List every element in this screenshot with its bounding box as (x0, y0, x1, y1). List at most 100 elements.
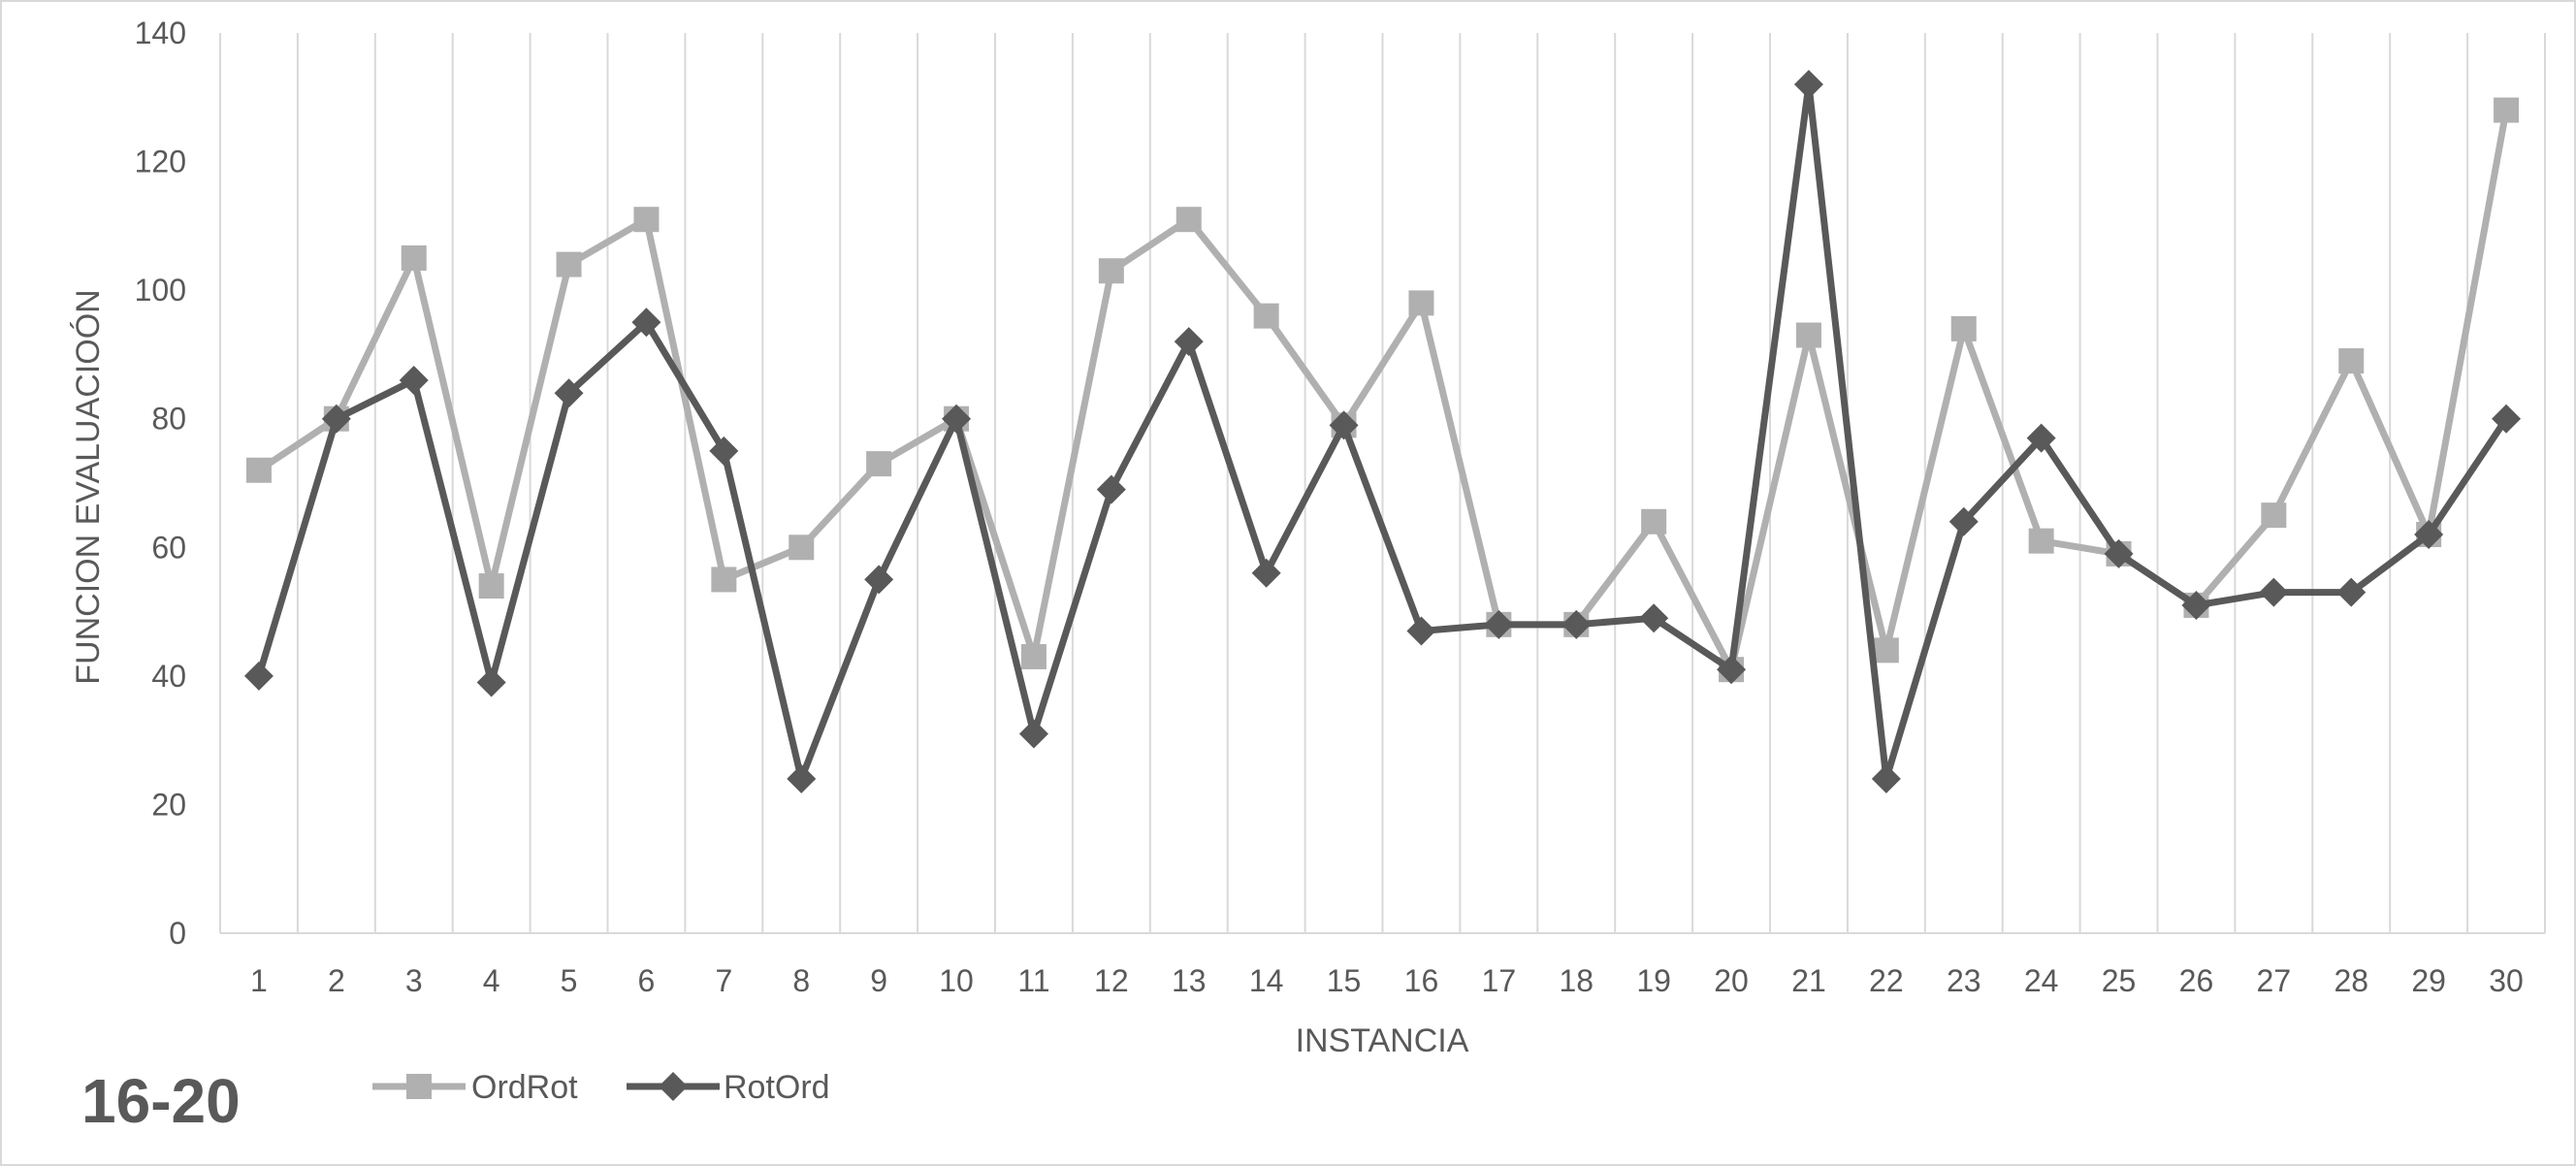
point-ordrot (1950, 315, 1977, 341)
point-ordrot (245, 457, 272, 483)
y-tick-label: 140 (135, 16, 186, 50)
x-tick-label: 21 (1791, 963, 1826, 998)
x-tick-label: 5 (561, 963, 578, 998)
x-tick-label: 6 (638, 963, 656, 998)
x-tick-label: 23 (1947, 963, 1981, 998)
y-tick-label: 40 (151, 659, 186, 694)
point-rotord (1174, 327, 1204, 357)
point-ordrot (2494, 97, 2520, 123)
x-tick-label: 13 (1172, 963, 1207, 998)
series (243, 70, 2522, 794)
x-tick-label: 18 (1559, 963, 1594, 998)
corner-label: 16-20 (81, 1066, 241, 1136)
y-tick-label: 80 (151, 402, 186, 437)
legend: OrdRot RotOrd (372, 1069, 830, 1106)
point-rotord (1639, 603, 1669, 633)
point-ordrot (1175, 207, 1202, 233)
point-rotord (2104, 538, 2134, 568)
x-tick-label: 25 (2102, 963, 2137, 998)
x-tick-label: 30 (2489, 963, 2524, 998)
y-tick-label: 120 (135, 145, 186, 179)
point-rotord (787, 763, 817, 794)
point-rotord (1717, 655, 1747, 685)
legend-rotord-marker (659, 1072, 688, 1101)
point-ordrot (1020, 643, 1046, 669)
point-rotord (2414, 520, 2444, 550)
point-rotord (1562, 609, 1592, 639)
point-rotord (2181, 590, 2211, 620)
point-rotord (942, 404, 972, 434)
point-ordrot (2261, 502, 2287, 529)
x-tick-label: 26 (2179, 963, 2214, 998)
point-ordrot (866, 451, 892, 477)
point-rotord (1871, 763, 1901, 794)
x-tick-label: 11 (1017, 963, 1049, 998)
point-rotord (2259, 577, 2289, 607)
point-rotord (321, 404, 351, 434)
legend-ordrot-label: OrdRot (471, 1069, 578, 1106)
x-tick-label: 4 (483, 963, 500, 998)
point-ordrot (1873, 637, 1899, 664)
x-tick-label: 7 (715, 963, 732, 998)
point-ordrot (1253, 303, 1279, 329)
point-rotord (243, 661, 274, 691)
legend-item-rotord: RotOrd (627, 1069, 830, 1106)
point-rotord (554, 378, 584, 408)
y-tick-labels: 0 20 40 60 80 100 120 140 (135, 16, 186, 951)
point-rotord (1251, 558, 1281, 588)
point-ordrot (1641, 508, 1667, 534)
x-tick-label: 10 (939, 963, 974, 998)
point-ordrot (1408, 290, 1434, 316)
point-rotord (1948, 506, 1979, 536)
point-rotord (1484, 609, 1514, 639)
point-rotord (864, 565, 894, 595)
y-tick-label: 100 (135, 273, 186, 308)
y-tick-label: 0 (169, 916, 186, 951)
x-tick-label: 17 (1482, 963, 1517, 998)
point-ordrot (556, 251, 582, 277)
x-tick-label: 8 (792, 963, 810, 998)
x-tick-label: 3 (405, 963, 423, 998)
x-tick-label: 27 (2257, 963, 2292, 998)
x-tick-label: 2 (328, 963, 345, 998)
point-rotord (1406, 616, 1436, 646)
point-rotord (709, 436, 739, 466)
x-tick-labels: 1 2 3 4 5 6 7 8 9 10 11 12 13 14 15 16 17 18 19 20 21 22 23 24 2… (250, 963, 2524, 998)
point-ordrot (711, 567, 737, 593)
x-tick-label: 28 (2334, 963, 2368, 998)
x-tick-label: 1 (250, 963, 268, 998)
point-ordrot (478, 573, 504, 599)
point-rotord (1096, 474, 1126, 504)
x-tick-label: 16 (1404, 963, 1439, 998)
point-ordrot (2028, 528, 2054, 554)
x-tick-label: 29 (2411, 963, 2446, 998)
series-rotord-line (255, 81, 2509, 783)
x-tick-label: 19 (1636, 963, 1671, 998)
point-ordrot (789, 534, 815, 561)
point-rotord (2492, 404, 2522, 434)
gridlines (219, 33, 2546, 933)
point-ordrot (2338, 348, 2365, 374)
x-tick-label: 12 (1094, 963, 1129, 998)
x-axis-title: INSTANCIA (1296, 1022, 1469, 1059)
x-tick-label: 20 (1714, 963, 1749, 998)
x-tick-label: 9 (870, 963, 887, 998)
point-rotord (476, 667, 506, 697)
y-tick-label: 20 (151, 787, 186, 822)
point-rotord (1018, 719, 1048, 749)
x-tick-label: 15 (1327, 963, 1362, 998)
point-rotord (2026, 423, 2056, 453)
point-ordrot (1098, 258, 1124, 284)
point-ordrot (401, 245, 427, 271)
y-axis-title: FUNCION EVALUACIOÓN (70, 289, 107, 684)
point-rotord (631, 308, 661, 338)
point-rotord (1329, 410, 1359, 440)
legend-rotord-label: RotOrd (724, 1069, 830, 1106)
point-ordrot (1795, 322, 1821, 348)
x-tick-label: 24 (2024, 963, 2059, 998)
legend-item-ordrot: OrdRot (372, 1069, 578, 1106)
point-ordrot (633, 207, 660, 233)
point-rotord (2336, 577, 2367, 607)
